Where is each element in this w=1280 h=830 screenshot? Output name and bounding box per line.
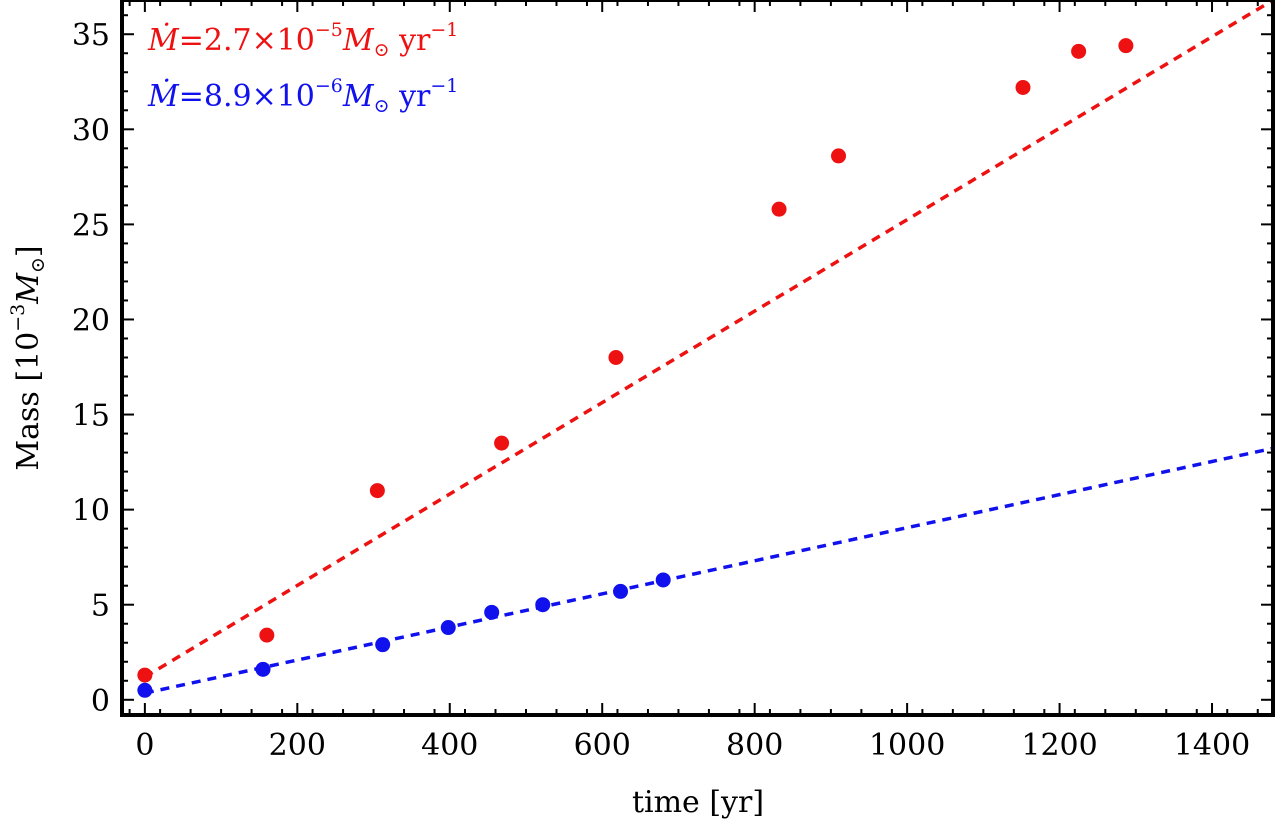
y-tick-label: 0 — [91, 684, 110, 719]
data-point-red — [259, 627, 275, 643]
data-point-red — [608, 350, 624, 365]
legend-blue-unit-sub: ⊙ — [374, 95, 390, 117]
legend: Ṁ=2.7×10−5M⊙ yr−1 Ṁ=8.9×10−6M⊙ yr−1 — [147, 19, 458, 117]
data-point-red — [771, 201, 787, 217]
legend-blue-rate: yr — [390, 79, 431, 114]
data-point-red — [1015, 79, 1031, 95]
data-point-blue — [655, 572, 671, 588]
legend-red-symbol: Ṁ — [147, 22, 180, 58]
y-tick-label: 20 — [72, 303, 110, 338]
x-tick-label: 600 — [574, 728, 631, 763]
x-tick-label: 1400 — [1174, 728, 1250, 763]
data-point-red — [494, 435, 510, 451]
fit-line-blue — [144, 446, 1274, 695]
x-tick-label: 0 — [135, 728, 154, 763]
data-point-red — [369, 483, 385, 499]
legend-blue-exp: −6 — [315, 75, 343, 97]
legend-blue-symbol: Ṁ — [147, 78, 180, 114]
x-axis-label: time [yr] — [632, 785, 764, 820]
y-axis-label-unit: M — [11, 272, 46, 305]
y-axis-label-exp: −3 — [7, 304, 29, 332]
data-point-blue — [440, 620, 456, 636]
x-tick-label: 200 — [269, 728, 326, 763]
data-point-red — [1118, 38, 1134, 54]
legend-blue-unit: M — [342, 79, 375, 114]
y-axis-label: Mass [10−3M⊙] — [7, 245, 49, 470]
y-tick-label: 15 — [72, 399, 110, 434]
ticks-layer: 0 200 400 600 800 1000 1200 1400 0 5 10 15 20 25 30 35 — [72, 0, 1273, 763]
x-tick-label: 800 — [726, 728, 783, 763]
legend-red-rate: yr — [390, 23, 431, 58]
data-point-red — [137, 667, 153, 683]
y-tick-label: 25 — [72, 208, 110, 243]
y-tick-label: 10 — [72, 494, 110, 529]
legend-entry-blue: Ṁ=8.9×10−6M⊙ yr−1 — [147, 75, 458, 117]
x-tick-label: 1000 — [869, 728, 945, 763]
plot-frame — [120, 0, 1275, 717]
data-point-blue — [535, 597, 551, 613]
points-layer — [137, 38, 1134, 698]
y-tick-label: 5 — [91, 589, 110, 624]
legend-red-rate-exp: −1 — [430, 19, 458, 41]
legend-blue-rate-exp: −1 — [430, 75, 458, 97]
data-point-blue — [375, 637, 391, 653]
legend-red-exp: −5 — [315, 19, 343, 41]
data-point-blue — [613, 583, 629, 599]
data-point-blue — [137, 682, 153, 698]
x-tick-label: 1200 — [1021, 728, 1097, 763]
legend-red-eq: =2.7×10 — [179, 23, 315, 58]
y-axis-label-close: ] — [11, 245, 46, 257]
y-axis-label-unit-sub: ⊙ — [27, 257, 49, 273]
fit-layer — [143, 0, 1274, 695]
y-tick-label: 30 — [72, 113, 110, 148]
legend-red-unit: M — [342, 23, 375, 58]
y-tick-label: 35 — [72, 18, 110, 53]
legend-entry-red: Ṁ=2.7×10−5M⊙ yr−1 — [147, 19, 458, 61]
fit-line-red — [143, 0, 1274, 679]
x-tick-label: 400 — [421, 728, 478, 763]
data-point-red — [1071, 43, 1087, 59]
legend-red-unit-sub: ⊙ — [374, 39, 390, 61]
data-point-red — [831, 148, 847, 164]
legend-blue-eq: =8.9×10 — [179, 79, 315, 114]
y-axis-label-main: Mass [10 — [11, 332, 46, 471]
data-point-blue — [255, 661, 271, 677]
data-point-blue — [484, 604, 500, 620]
